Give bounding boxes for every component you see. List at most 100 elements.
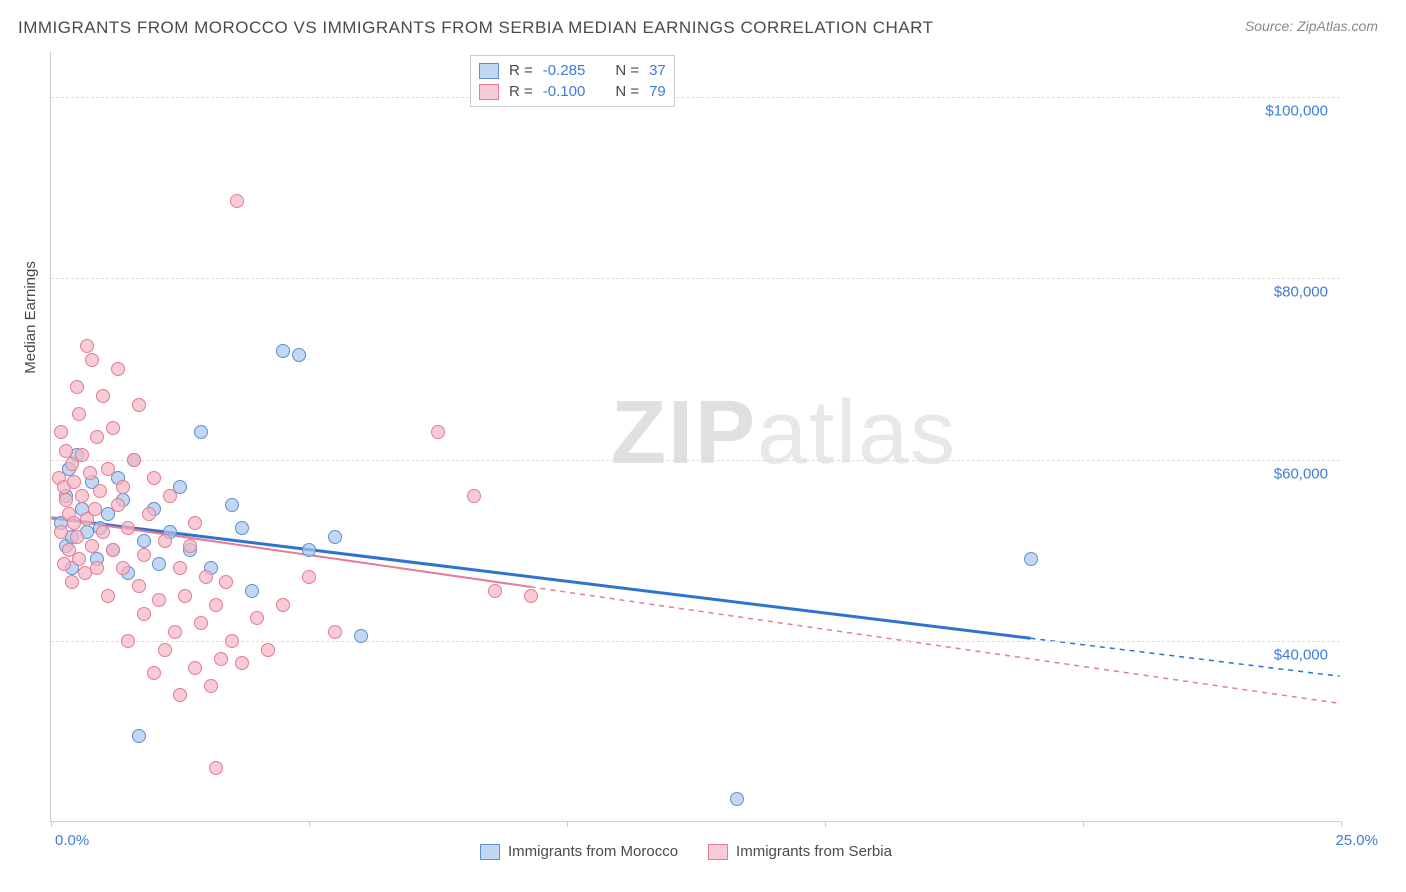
y-tick-label: $60,000 [1274, 465, 1328, 482]
data-point [276, 344, 290, 358]
x-tick [309, 821, 310, 827]
gridline [51, 460, 1340, 461]
data-point [261, 643, 275, 657]
data-point [132, 398, 146, 412]
data-point [83, 466, 97, 480]
legend-item: Immigrants from Serbia [708, 843, 892, 860]
data-point [431, 425, 445, 439]
swatch-icon [480, 844, 500, 860]
data-point [292, 348, 306, 362]
data-point [127, 453, 141, 467]
swatch-icon [479, 63, 499, 79]
data-point [152, 593, 166, 607]
y-tick-label: $100,000 [1265, 103, 1328, 120]
data-point [93, 484, 107, 498]
n-value: 79 [649, 83, 666, 100]
gridline [51, 641, 1340, 642]
data-point [1024, 552, 1038, 566]
data-point [152, 557, 166, 571]
data-point [209, 598, 223, 612]
data-point [96, 525, 110, 539]
data-point [116, 480, 130, 494]
data-point [142, 507, 156, 521]
data-point [72, 407, 86, 421]
data-point [354, 629, 368, 643]
data-point [54, 525, 68, 539]
data-point [111, 498, 125, 512]
data-point [65, 575, 79, 589]
data-point [178, 589, 192, 603]
stats-row: R = -0.285N = 37 [479, 60, 666, 81]
data-point [96, 389, 110, 403]
data-point [230, 194, 244, 208]
data-point [225, 498, 239, 512]
data-point [59, 493, 73, 507]
legend-label: Immigrants from Morocco [508, 843, 678, 860]
data-point [137, 548, 151, 562]
x-tick [51, 821, 52, 827]
data-point [328, 530, 342, 544]
data-point [111, 362, 125, 376]
chart-title: IMMIGRANTS FROM MOROCCO VS IMMIGRANTS FR… [18, 18, 933, 38]
data-point [75, 448, 89, 462]
data-point [730, 792, 744, 806]
data-point [302, 543, 316, 557]
data-point [168, 625, 182, 639]
data-point [67, 475, 81, 489]
data-point [163, 489, 177, 503]
data-point [132, 729, 146, 743]
data-point [188, 661, 202, 675]
data-point [72, 552, 86, 566]
data-point [88, 502, 102, 516]
data-point [67, 516, 81, 530]
data-point [137, 534, 151, 548]
data-point [147, 666, 161, 680]
swatch-icon [479, 84, 499, 100]
data-point [467, 489, 481, 503]
data-point [121, 521, 135, 535]
data-point [75, 489, 89, 503]
n-label: N = [615, 83, 639, 100]
data-point [59, 444, 73, 458]
data-point [90, 561, 104, 575]
x-tick-label-left: 0.0% [55, 832, 89, 849]
data-point [101, 462, 115, 476]
x-tick [567, 821, 568, 827]
data-point [225, 634, 239, 648]
x-tick-label-right: 25.0% [1335, 832, 1378, 849]
data-point [106, 421, 120, 435]
data-point [194, 425, 208, 439]
data-point [106, 543, 120, 557]
data-point [214, 652, 228, 666]
data-point [235, 521, 249, 535]
stats-legend: R = -0.285N = 37R = -0.100N = 79 [470, 55, 675, 107]
data-point [158, 534, 172, 548]
data-point [101, 589, 115, 603]
data-point [85, 539, 99, 553]
data-point [121, 634, 135, 648]
data-point [199, 570, 213, 584]
data-point [276, 598, 290, 612]
data-point [328, 625, 342, 639]
data-point [488, 584, 502, 598]
data-point [147, 471, 161, 485]
y-tick-label: $40,000 [1274, 646, 1328, 663]
data-point [245, 584, 259, 598]
x-tick [1083, 821, 1084, 827]
data-point [173, 561, 187, 575]
data-point [54, 425, 68, 439]
data-point [235, 656, 249, 670]
data-point [137, 607, 151, 621]
r-label: R = [509, 83, 533, 100]
data-point [524, 589, 538, 603]
data-point [302, 570, 316, 584]
x-tick [825, 821, 826, 827]
data-point [188, 516, 202, 530]
data-point [78, 566, 92, 580]
data-point [90, 430, 104, 444]
legend-label: Immigrants from Serbia [736, 843, 892, 860]
data-point [219, 575, 233, 589]
y-tick-label: $80,000 [1274, 284, 1328, 301]
data-point [183, 539, 197, 553]
legend-item: Immigrants from Morocco [480, 843, 678, 860]
